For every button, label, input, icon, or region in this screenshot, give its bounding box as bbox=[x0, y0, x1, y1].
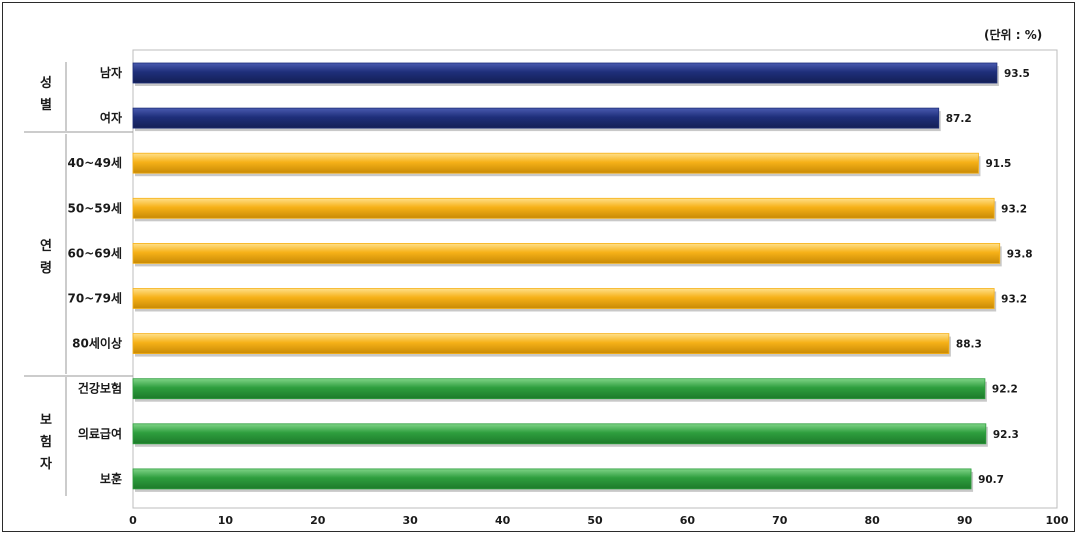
value-label: 93.5 bbox=[1004, 68, 1030, 80]
x-tick-label: 20 bbox=[310, 514, 326, 527]
bar bbox=[132, 378, 986, 400]
group-label-char: 령 bbox=[40, 261, 52, 276]
group-label-char: 험 bbox=[40, 435, 52, 450]
value-label: 92.2 bbox=[992, 384, 1018, 396]
value-label: 92.3 bbox=[993, 429, 1019, 441]
bar bbox=[132, 107, 940, 129]
value-label: 93.2 bbox=[1001, 203, 1027, 215]
x-axis-ticks: 0 10 20 30 40 50 60 70 80 90 100 bbox=[129, 514, 1069, 527]
category-label: 보훈 bbox=[100, 471, 122, 486]
group-dividers bbox=[24, 62, 133, 496]
value-labels: 93.5 87.2 91.5 93.2 93.8 93.2 88.3 92.2 92.3 90.7 bbox=[946, 68, 1033, 486]
bar bbox=[132, 333, 950, 355]
x-tick-label: 100 bbox=[1046, 514, 1069, 527]
category-label: 70~79세 bbox=[68, 291, 123, 306]
category-label: 80세이상 bbox=[72, 336, 122, 351]
value-label: 87.2 bbox=[946, 113, 972, 125]
value-label: 93.8 bbox=[1007, 248, 1033, 260]
value-label: 88.3 bbox=[956, 339, 982, 351]
group-label-gender: 성 별 bbox=[34, 73, 58, 117]
plot-border bbox=[132, 49, 1058, 509]
x-tick-label: 60 bbox=[680, 514, 696, 527]
x-tick-label: 30 bbox=[403, 514, 419, 527]
category-label: 60~69세 bbox=[68, 245, 123, 260]
category-label: 남자 bbox=[100, 65, 122, 80]
bar bbox=[132, 197, 995, 219]
category-label: 50~59세 bbox=[68, 200, 123, 215]
group-label-char: 성 bbox=[40, 76, 52, 91]
x-tick-label: 90 bbox=[957, 514, 973, 527]
x-tick-label: 40 bbox=[495, 514, 511, 527]
group-label-char: 별 bbox=[40, 98, 52, 113]
value-label: 90.7 bbox=[978, 474, 1004, 486]
bar bbox=[132, 423, 987, 445]
category-label: 의료급여 bbox=[78, 426, 122, 441]
group-label-char: 보 bbox=[40, 413, 52, 428]
x-tick-label: 0 bbox=[129, 514, 137, 527]
category-label: 건강보험 bbox=[78, 381, 122, 396]
bar bbox=[132, 242, 1001, 264]
x-tick-label: 10 bbox=[218, 514, 234, 527]
x-tick-label: 70 bbox=[772, 514, 788, 527]
group-label-char: 연 bbox=[40, 239, 52, 254]
category-label: 40~49세 bbox=[68, 155, 123, 170]
bar bbox=[132, 152, 979, 174]
bar bbox=[132, 62, 998, 84]
value-label: 91.5 bbox=[985, 158, 1011, 170]
group-label-insurance: 보 험 자 bbox=[34, 410, 58, 476]
bar bbox=[132, 288, 995, 309]
value-label: 93.2 bbox=[1001, 294, 1027, 306]
category-label: 여자 bbox=[100, 110, 122, 125]
unit-label: (단위 : %) bbox=[984, 28, 1043, 42]
bars bbox=[132, 62, 1002, 492]
group-label-age: 연 령 bbox=[34, 236, 58, 280]
group-label-char: 자 bbox=[40, 457, 52, 472]
x-tick-label: 50 bbox=[587, 514, 603, 527]
x-tick-label: 80 bbox=[865, 514, 881, 527]
bar bbox=[132, 468, 972, 490]
plot-area bbox=[132, 49, 1058, 509]
